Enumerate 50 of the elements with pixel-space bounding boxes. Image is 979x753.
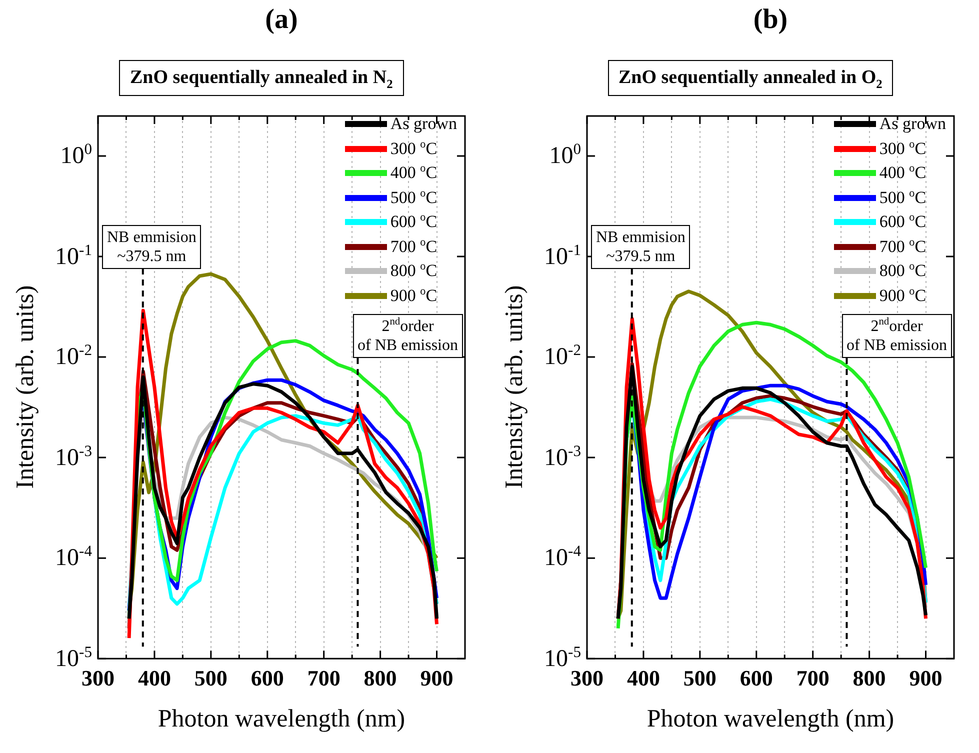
legend-label: As grown: [879, 113, 946, 135]
ref-line-label: 2$^{nd}$order of NB emission: [352, 314, 463, 358]
chart-subtitle: ZnO sequentially annealed in O$_{2}$: [608, 60, 894, 96]
x-tick-label: 800: [852, 665, 886, 690]
legend-label: 900 $^{o}$C: [390, 284, 438, 306]
y-tick-label: 10$^{-1}$: [55, 242, 92, 270]
x-tick-label: 500: [683, 665, 716, 690]
x-tick-label: 500: [194, 665, 228, 690]
y-tick-label: 10$^{0}$: [549, 141, 581, 169]
x-axis-title: Photon wavelength (nm): [646, 706, 894, 733]
y-tick-label: 10$^{-4}$: [55, 543, 92, 572]
legend-label: 800 $^{o}$C: [879, 259, 926, 282]
x-tick-label: 900: [909, 665, 942, 690]
y-tick-label: 10$^{0}$: [60, 141, 92, 169]
y-tick-label: 10$^{-3}$: [55, 442, 92, 471]
chart-title: (b): [752, 4, 789, 36]
legend-label: As grown: [390, 113, 457, 135]
y-tick-label: 10$^{-4}$: [544, 543, 581, 572]
chart-title: (a): [264, 4, 299, 36]
x-tick-label: 600: [740, 665, 773, 690]
x-tick-label: 400: [138, 665, 171, 690]
legend-label: 300 $^{o}$C: [390, 136, 438, 160]
legend-label: 400 $^{o}$C: [390, 161, 438, 184]
legend-label: 900 $^{o}$C: [879, 284, 926, 306]
y-tick-label: 10$^{-1}$: [544, 242, 581, 270]
legend-label: 500 $^{o}$C: [390, 186, 438, 208]
x-tick-label: 800: [364, 665, 397, 690]
chart-subtitle: ZnO sequentially annealed in N$_{2}$: [119, 60, 404, 96]
legend-label: 800 $^{o}$C: [390, 259, 438, 282]
ref-line-label: 2$^{nd}$order of NB emission: [842, 314, 952, 358]
ref-line-label: NB emmision ~379.5 nm: [102, 224, 202, 269]
y-axis-title: Intensity (arb. units): [501, 286, 529, 490]
x-tick-label: 700: [796, 665, 830, 690]
ref-line-label: NB emmision ~379.5 nm: [591, 224, 690, 269]
y-tick-label: 10$^{-3}$: [544, 442, 581, 471]
legend-label: 700 $^{o}$C: [390, 234, 438, 258]
x-tick-label: 600: [250, 665, 284, 690]
legend-label: 600 $^{o}$C: [879, 210, 926, 233]
y-axis-title: Intensity (arb. units): [12, 286, 40, 490]
x-tick-label: 700: [307, 665, 340, 690]
y-tick-label: 10$^{-2}$: [544, 342, 581, 370]
legend-label: 600 $^{o}$C: [390, 210, 438, 233]
x-tick-label: 400: [626, 665, 660, 690]
y-tick-label: 10$^{-2}$: [55, 342, 92, 370]
legend-label: 300 $^{o}$C: [879, 136, 926, 160]
legend-label: 500 $^{o}$C: [879, 186, 926, 208]
legend-label: 700 $^{o}$C: [879, 234, 926, 258]
x-tick-label: 900: [420, 665, 454, 690]
legend-label: 400 $^{o}$C: [879, 161, 926, 184]
x-axis-title: Photon wavelength (nm): [158, 706, 406, 733]
